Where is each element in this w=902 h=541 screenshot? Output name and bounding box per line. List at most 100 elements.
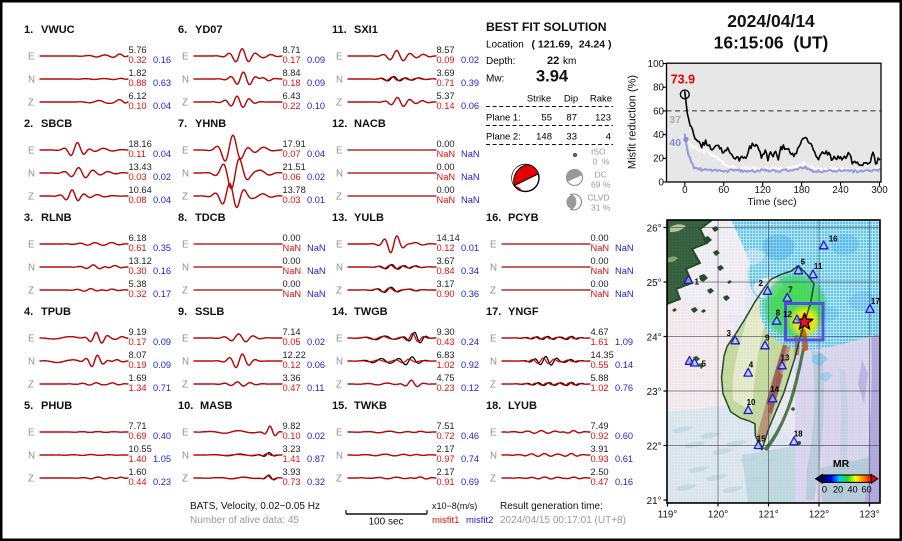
svg-text:14.: 14. (332, 306, 347, 318)
svg-text:PHUB: PHUB (41, 400, 72, 412)
svg-text:E: E (490, 334, 497, 345)
svg-text:0.69: 0.69 (461, 477, 479, 487)
svg-text:0.92: 0.92 (591, 431, 609, 441)
svg-text:0.71: 0.71 (437, 78, 455, 88)
svg-text:Plane 1:: Plane 1: (486, 113, 521, 124)
svg-text:0.12: 0.12 (437, 243, 455, 253)
svg-text:Dip: Dip (564, 94, 578, 105)
svg-text:0.09: 0.09 (307, 78, 325, 88)
svg-text:0.06: 0.06 (307, 360, 325, 370)
svg-text:RLNB: RLNB (41, 212, 72, 224)
svg-text:Z: Z (182, 286, 188, 297)
svg-text:0.00: 0.00 (591, 256, 609, 266)
svg-text:0.93: 0.93 (591, 454, 609, 464)
svg-text:N: N (28, 75, 35, 86)
svg-text:LYUB: LYUB (508, 400, 537, 412)
svg-text:E: E (182, 240, 189, 251)
svg-text:0.55: 0.55 (591, 360, 609, 370)
svg-text:12: 12 (783, 310, 792, 319)
svg-text:0.00: 0.00 (283, 233, 301, 243)
svg-text:Z: Z (336, 380, 342, 391)
svg-text:0.14: 0.14 (437, 101, 455, 111)
svg-text:km: km (563, 56, 576, 67)
svg-text:0.47: 0.47 (283, 383, 301, 393)
svg-text:0: 0 (659, 177, 665, 188)
svg-text:122°: 122° (809, 510, 829, 521)
svg-text:100 sec: 100 sec (368, 517, 403, 528)
svg-text:0.23: 0.23 (437, 383, 455, 393)
svg-text:Z: Z (28, 474, 34, 485)
svg-text:120°: 120° (708, 510, 728, 521)
svg-text:10.64: 10.64 (129, 185, 152, 195)
svg-text:14: 14 (770, 385, 779, 394)
svg-text:NaN: NaN (461, 172, 480, 182)
svg-text:0.39: 0.39 (461, 78, 479, 88)
svg-text:14.35: 14.35 (591, 350, 614, 360)
svg-text:misfit2: misfit2 (466, 515, 493, 526)
svg-text:0.63: 0.63 (153, 78, 171, 88)
svg-text:5.: 5. (24, 400, 33, 412)
svg-text:0.73: 0.73 (283, 477, 301, 487)
svg-text:1.41: 1.41 (283, 454, 301, 464)
svg-text:18.16: 18.16 (129, 139, 152, 149)
svg-text:69 %: 69 % (591, 180, 611, 190)
svg-text:Z: Z (28, 98, 34, 109)
svg-text:2: 2 (759, 279, 764, 288)
svg-text:55: 55 (541, 113, 552, 124)
svg-text:3.17: 3.17 (437, 279, 455, 289)
svg-text:N: N (182, 75, 189, 86)
svg-text:TDCB: TDCB (195, 212, 226, 224)
svg-text:0.10: 0.10 (283, 431, 301, 441)
svg-text:N: N (336, 451, 343, 462)
svg-text:E: E (182, 52, 189, 63)
svg-text:13: 13 (781, 354, 790, 363)
svg-text:N: N (28, 451, 35, 462)
svg-text:0.16: 0.16 (153, 266, 171, 276)
svg-text:2024/04/14: 2024/04/14 (727, 11, 815, 31)
svg-text:N: N (490, 451, 497, 462)
svg-text:SXI1: SXI1 (354, 24, 378, 36)
svg-text:5.76: 5.76 (129, 45, 147, 55)
svg-text:18.: 18. (486, 400, 501, 412)
svg-text:Z: Z (28, 192, 34, 203)
svg-text:6: 6 (801, 258, 806, 267)
svg-text:DC: DC (595, 170, 607, 180)
svg-text:0.34: 0.34 (461, 266, 479, 276)
svg-text:4.75: 4.75 (437, 373, 455, 383)
svg-text:100: 100 (648, 59, 665, 70)
svg-text:0.30: 0.30 (129, 266, 147, 276)
svg-text:0.60: 0.60 (615, 431, 633, 441)
svg-text:E: E (28, 428, 35, 439)
svg-text:0.02: 0.02 (307, 337, 325, 347)
svg-text:17.: 17. (486, 306, 501, 318)
svg-text:18: 18 (794, 430, 803, 439)
svg-text:6.: 6. (178, 24, 187, 36)
svg-text:NaN: NaN (437, 195, 456, 205)
svg-text:16:15:06 (UT): 16:15:06 (UT) (714, 33, 829, 53)
svg-text:E: E (336, 334, 343, 345)
svg-text:8.71: 8.71 (283, 45, 301, 55)
svg-text:73.9: 73.9 (671, 73, 695, 87)
svg-text:13.: 13. (332, 212, 347, 224)
svg-text:1: 1 (695, 278, 700, 287)
svg-text:4: 4 (749, 361, 754, 370)
svg-text:0.04: 0.04 (153, 195, 171, 205)
svg-text:Z: Z (28, 380, 34, 391)
svg-text:E: E (182, 428, 189, 439)
svg-text:Depth:: Depth: (486, 56, 515, 67)
svg-text:0.00: 0.00 (437, 139, 455, 149)
svg-text:Z: Z (336, 192, 342, 203)
svg-text:NaN: NaN (437, 149, 456, 159)
svg-text:9.82: 9.82 (283, 421, 301, 431)
svg-text:14.14: 14.14 (437, 233, 460, 243)
svg-text:1.69: 1.69 (129, 373, 147, 383)
svg-text:MR: MR (833, 458, 850, 470)
svg-text:0.47: 0.47 (591, 477, 609, 487)
svg-text:0.43: 0.43 (437, 337, 455, 347)
svg-text:1.09: 1.09 (615, 337, 633, 347)
svg-text:0.05: 0.05 (283, 337, 301, 347)
svg-text:12.22: 12.22 (283, 350, 306, 360)
svg-text:0.24: 0.24 (461, 337, 479, 347)
svg-text:NaN: NaN (283, 289, 302, 299)
svg-text:37: 37 (669, 114, 681, 126)
